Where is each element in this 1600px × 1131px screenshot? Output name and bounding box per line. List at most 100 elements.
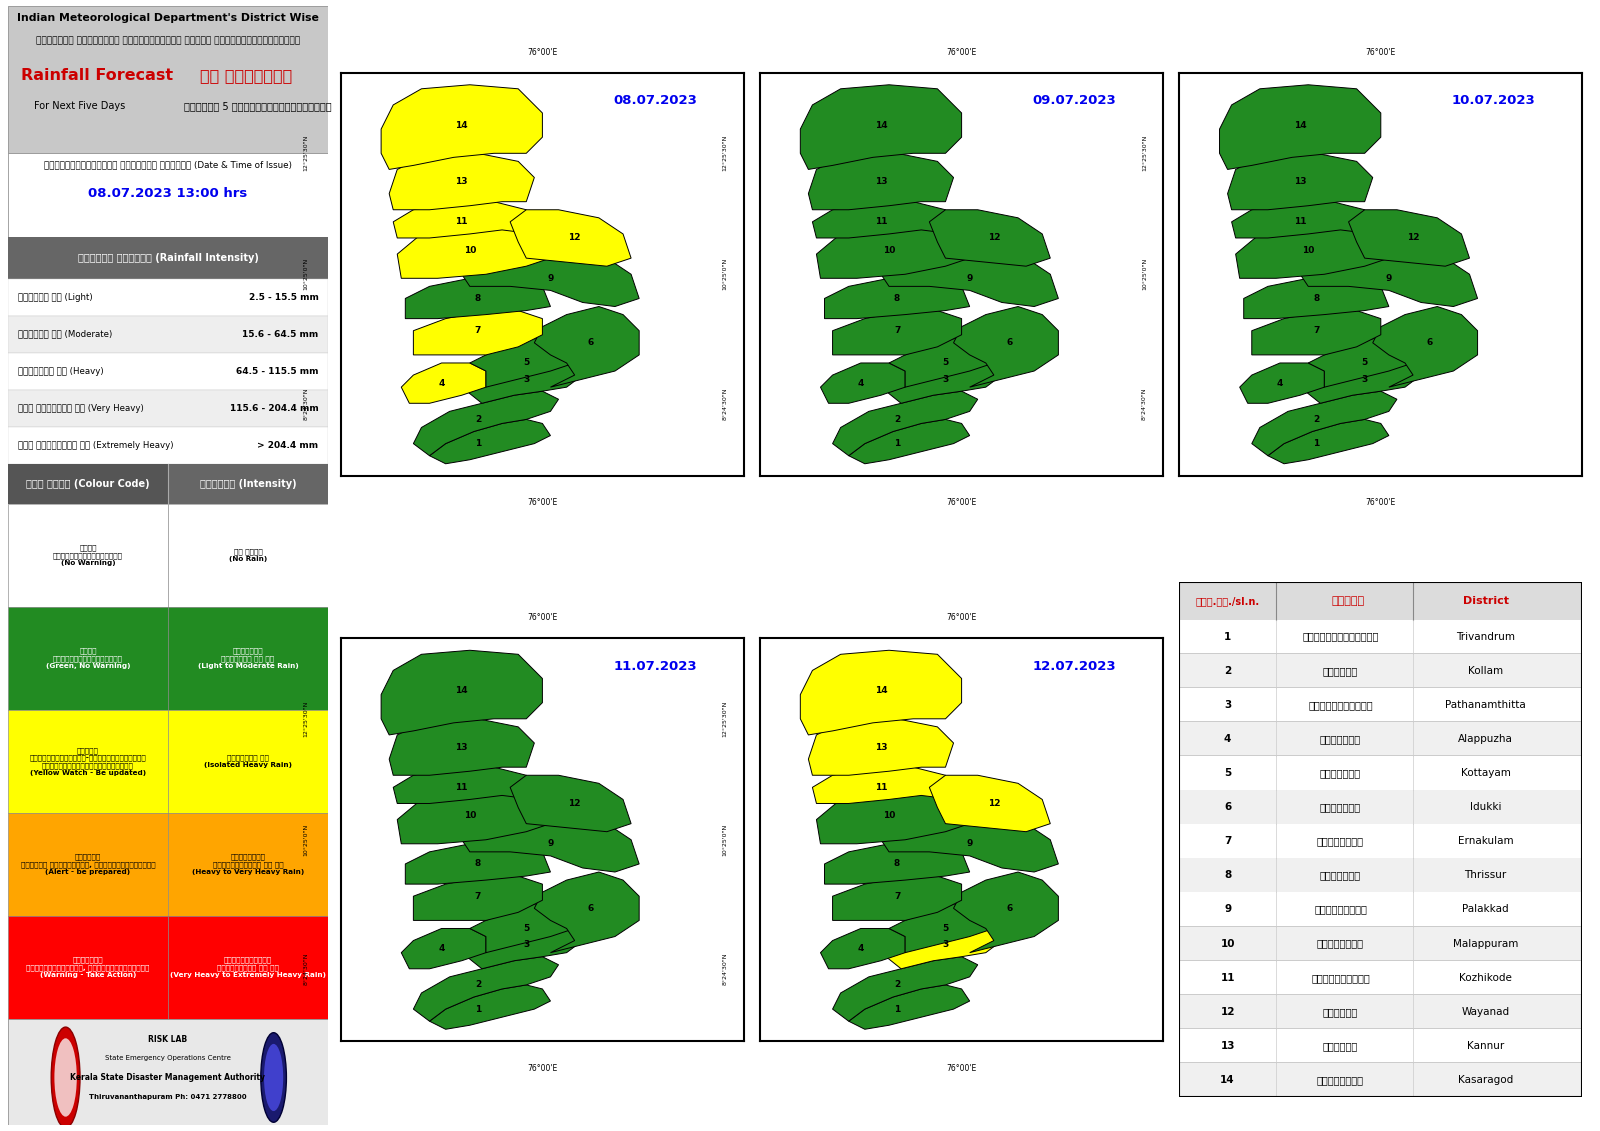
Text: 14: 14 <box>875 121 888 130</box>
Text: ഇന്റ്യൻ കാലാവസ്ഥ വകുപ്പിന്റെ ജില്ല അടിസ്ഥാനത്തിലുളള: ഇന്റ്യൻ കാലാവസ്ഥ വകുപ്പിന്റെ ജില്ല അടിസ്… <box>35 36 301 45</box>
Polygon shape <box>890 900 1002 952</box>
Text: കോഴിക്കോട്: കോഴിക്കോട് <box>1310 973 1370 983</box>
Polygon shape <box>402 363 486 404</box>
Polygon shape <box>534 872 638 952</box>
Bar <box>1179 722 1582 756</box>
Polygon shape <box>930 775 1050 831</box>
Bar <box>1179 582 1582 620</box>
Polygon shape <box>462 355 582 404</box>
Bar <box>1179 892 1582 926</box>
Text: തീവ്രത (Intensity): തീവ്രത (Intensity) <box>200 478 296 489</box>
Polygon shape <box>848 420 970 464</box>
Bar <box>8 464 168 504</box>
Bar <box>8 238 328 279</box>
Text: 10°25'0"N: 10°25'0"N <box>723 823 728 856</box>
Text: 15.6 - 64.5 mm: 15.6 - 64.5 mm <box>242 330 318 339</box>
Text: പാലക്കാട്: പാലക്കാട് <box>1314 905 1366 915</box>
Text: Kottayam: Kottayam <box>1461 768 1510 778</box>
Text: 7: 7 <box>475 326 482 335</box>
Bar <box>8 6 328 154</box>
Polygon shape <box>462 820 638 872</box>
Text: 6: 6 <box>587 338 594 347</box>
Text: 5: 5 <box>523 359 530 368</box>
Text: വെളള
മുന്നറിയിപ്പില്ല
(No Warning): വെളള മുന്നറിയിപ്പില്ല (No Warning) <box>53 545 123 566</box>
Text: 14: 14 <box>1221 1074 1235 1085</box>
Polygon shape <box>882 254 1058 307</box>
Polygon shape <box>1301 254 1477 307</box>
Text: 13: 13 <box>1221 1041 1235 1051</box>
Text: 76°00'E: 76°00'E <box>1366 498 1395 507</box>
Text: 9: 9 <box>547 839 554 848</box>
Text: 64.5 - 115.5 mm: 64.5 - 115.5 mm <box>235 366 318 375</box>
Text: 4: 4 <box>438 379 445 388</box>
Text: 2.5 - 15.5 mm: 2.5 - 15.5 mm <box>248 293 318 302</box>
Text: മഴ പ്രവചനം: മഴ പ്രവചനം <box>200 68 293 84</box>
Text: ശക്തമായ മഴ (Heavy): ശക്തമായ മഴ (Heavy) <box>18 366 104 375</box>
Text: 5: 5 <box>942 924 949 933</box>
Text: കാസരഗോഡ്: കാസരഗോഡ് <box>1317 1074 1363 1085</box>
Text: 4: 4 <box>438 944 445 953</box>
Polygon shape <box>832 957 978 1021</box>
Bar <box>1179 688 1582 722</box>
Text: ശക്തമായ മഴ
(Isolated Heavy Rain): ശക്തമായ മഴ (Isolated Heavy Rain) <box>205 754 291 768</box>
Bar <box>1179 1063 1582 1097</box>
Bar <box>1179 960 1582 995</box>
Polygon shape <box>1240 363 1325 404</box>
Text: എറണാകുളം: എറണാകുളം <box>1317 836 1363 846</box>
Bar <box>8 390 328 426</box>
Polygon shape <box>821 929 906 969</box>
Text: 8: 8 <box>1314 294 1320 303</box>
Text: 12: 12 <box>568 798 581 808</box>
Bar <box>8 464 328 504</box>
Bar <box>1179 654 1582 688</box>
Text: 12°25'30"N: 12°25'30"N <box>723 700 728 737</box>
Polygon shape <box>816 226 970 278</box>
Polygon shape <box>1227 154 1373 209</box>
Text: 76°00'E: 76°00'E <box>528 48 557 57</box>
Bar <box>1179 756 1582 791</box>
Circle shape <box>261 1033 286 1122</box>
Polygon shape <box>394 201 534 238</box>
Text: 12°25'30"N: 12°25'30"N <box>723 135 728 172</box>
Text: Ernakulam: Ernakulam <box>1458 836 1514 846</box>
Text: 12: 12 <box>1406 233 1419 242</box>
Polygon shape <box>462 921 582 969</box>
Text: 8: 8 <box>475 860 482 869</box>
Text: ജില്ല: ജില്ല <box>1331 596 1365 606</box>
Polygon shape <box>413 877 542 921</box>
Text: 10: 10 <box>883 245 896 254</box>
Text: ക്ര.നം./sl.n.: ക്ര.നം./sl.n. <box>1195 596 1259 606</box>
Polygon shape <box>381 650 542 735</box>
Bar <box>8 607 168 710</box>
Circle shape <box>264 1044 283 1111</box>
Bar <box>8 426 328 464</box>
Text: ആലപ്പുഴ: ആലപ്പുഴ <box>1320 734 1362 744</box>
Text: Indian Meteorological Department's District Wise: Indian Meteorological Department's Distr… <box>18 14 318 24</box>
Text: 10: 10 <box>1221 939 1235 949</box>
Polygon shape <box>821 363 906 404</box>
Polygon shape <box>832 877 962 921</box>
Text: 4: 4 <box>858 379 864 388</box>
Polygon shape <box>808 719 954 775</box>
Polygon shape <box>1251 391 1397 456</box>
Polygon shape <box>800 85 962 170</box>
Text: 14: 14 <box>1294 121 1307 130</box>
Polygon shape <box>930 209 1050 266</box>
Text: 13: 13 <box>875 743 888 751</box>
Text: 5: 5 <box>1224 768 1232 778</box>
Text: പച്ച
മുന്നറിതിപ്പില്ല
(Green, No Warning): പച്ച മുന്നറിതിപ്പില്ല (Green, No Warning… <box>46 648 130 670</box>
Text: 115.6 - 204.4 mm: 115.6 - 204.4 mm <box>230 404 318 413</box>
Text: > 204.4 mm: > 204.4 mm <box>258 441 318 450</box>
Bar <box>168 813 328 916</box>
Bar <box>8 504 168 607</box>
Text: ഓറഞ്ച്
ജാഗ്രത പാലിക്കുക, കരുതിയിരിക്കുക
(Alert - be prepared): ഓറഞ്ച് ജാഗ്രത പാലിക്കുക, കരുതിയിരിക്കുക … <box>21 854 155 875</box>
Polygon shape <box>832 391 978 456</box>
Text: 10°25'0"N: 10°25'0"N <box>304 258 309 291</box>
Text: Rainfall Forecast: Rainfall Forecast <box>21 68 173 84</box>
Text: 5: 5 <box>1362 359 1368 368</box>
Text: 13: 13 <box>456 743 469 751</box>
Bar <box>168 607 328 710</box>
Bar <box>168 710 328 813</box>
Text: 76°00'E: 76°00'E <box>528 613 557 622</box>
Bar <box>1179 926 1582 960</box>
